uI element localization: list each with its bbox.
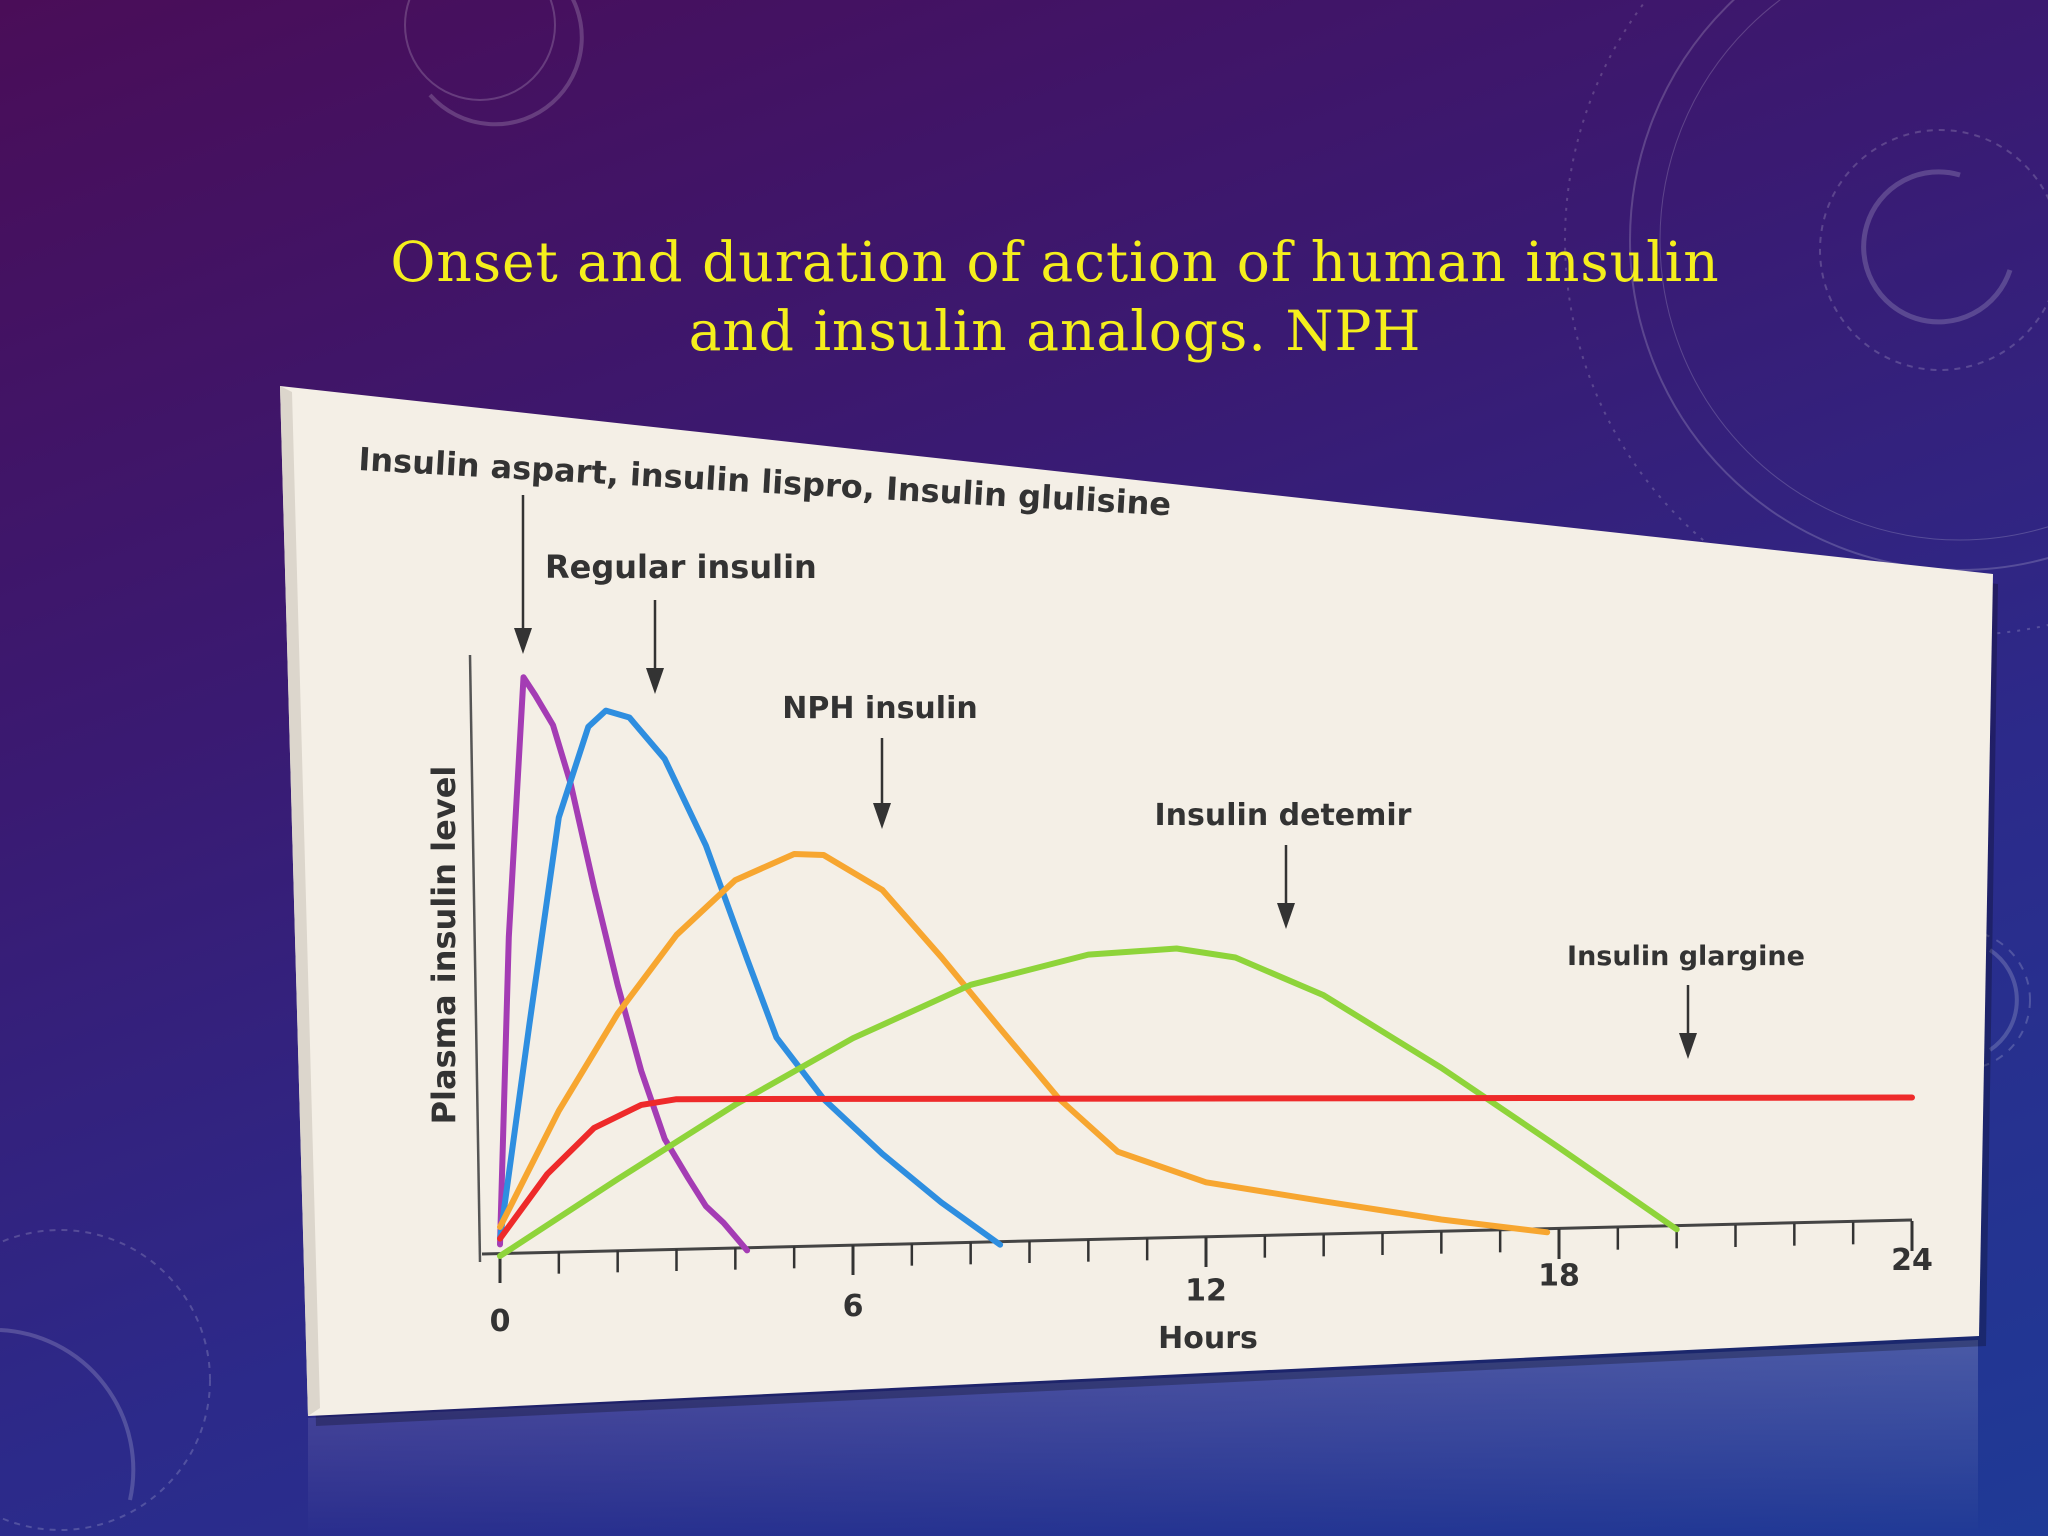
annotation-label-detemir: Insulin detemir <box>1155 798 1412 833</box>
series-line-glargine <box>497 1094 1915 1242</box>
series-line-aspart <box>497 674 751 1254</box>
card-bevel <box>280 386 320 1416</box>
slide-title-line-1: Onset and duration of action of human in… <box>390 230 1720 294</box>
y-axis-label: Plasma insulin level <box>425 766 463 1125</box>
x-tick-label: 12 <box>1185 1274 1227 1309</box>
slide-title: Onset and duration of action of human in… <box>300 228 1810 366</box>
x-axis-label: Hours <box>1158 1321 1258 1356</box>
annotation-arrow-head <box>1277 903 1295 929</box>
annotation-arrow-head <box>646 668 664 694</box>
annotation-label-nph: NPH insulin <box>782 691 977 726</box>
series-layer <box>497 674 1915 1259</box>
series-line-regular <box>497 707 1004 1248</box>
card-reflection <box>308 1340 1978 1536</box>
y-axis-line <box>468 654 482 1263</box>
annotation-arrow-head <box>873 803 891 829</box>
annotation-label-regular: Regular insulin <box>545 548 817 586</box>
slide-title-line-2: and insulin analogs. NPH <box>688 299 1422 363</box>
series-line-detemir <box>497 945 1680 1259</box>
x-tick-label: 24 <box>1891 1243 1933 1278</box>
annotation-arrow-head <box>1679 1033 1697 1059</box>
x-tick-label: 18 <box>1538 1258 1580 1293</box>
x-tick-label: 6 <box>843 1289 864 1324</box>
annotation-arrow-head <box>514 628 532 654</box>
x-tick-label: 0 <box>490 1304 511 1339</box>
series-line-nph <box>497 851 1551 1236</box>
annotation-label-glargine: Insulin glargine <box>1567 941 1805 972</box>
chart-card <box>280 386 1993 1416</box>
